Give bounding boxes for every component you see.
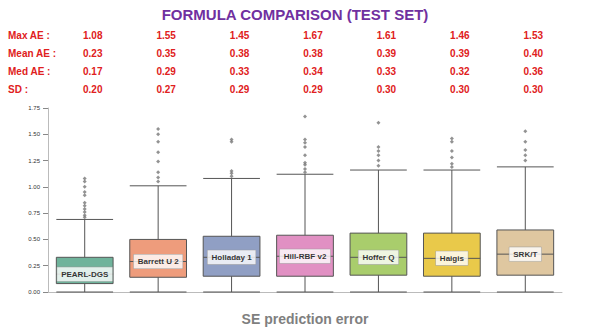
- svg-text:0.38: 0.38: [230, 48, 250, 59]
- svg-text:0.40: 0.40: [524, 48, 544, 59]
- svg-text:SD :: SD :: [8, 84, 28, 95]
- svg-text:Mean AE :: Mean AE :: [8, 48, 56, 59]
- svg-text:0.34: 0.34: [303, 66, 323, 77]
- svg-text:0.25: 0.25: [28, 263, 40, 269]
- svg-text:1.53: 1.53: [524, 30, 544, 41]
- svg-text:0.50: 0.50: [28, 236, 40, 242]
- svg-text:0.17: 0.17: [83, 66, 103, 77]
- svg-text:FORMULA COMPARISON (TEST SET): FORMULA COMPARISON (TEST SET): [162, 6, 429, 23]
- svg-text:0.32: 0.32: [450, 66, 470, 77]
- svg-text:0.35: 0.35: [156, 48, 176, 59]
- svg-text:Med AE :: Med AE :: [8, 66, 50, 77]
- svg-text:1.45: 1.45: [230, 30, 250, 41]
- svg-text:1.00: 1.00: [28, 184, 40, 190]
- svg-text:0.27: 0.27: [156, 84, 176, 95]
- svg-text:0.00: 0.00: [28, 289, 40, 295]
- svg-text:Haigis: Haigis: [440, 254, 465, 263]
- svg-text:Hill-RBF v2: Hill-RBF v2: [284, 252, 327, 261]
- svg-text:Max AE :: Max AE :: [8, 30, 50, 41]
- svg-text:1.50: 1.50: [28, 131, 40, 137]
- svg-text:Barrett U 2: Barrett U 2: [138, 257, 179, 266]
- svg-text:0.38: 0.38: [303, 48, 323, 59]
- svg-text:Hoffer Q: Hoffer Q: [362, 253, 394, 262]
- svg-text:1.08: 1.08: [83, 30, 103, 41]
- svg-text:0.29: 0.29: [303, 84, 323, 95]
- svg-text:0.20: 0.20: [83, 84, 103, 95]
- svg-text:0.30: 0.30: [450, 84, 470, 95]
- svg-text:0.29: 0.29: [156, 66, 176, 77]
- svg-text:0.33: 0.33: [377, 66, 397, 77]
- svg-text:0.23: 0.23: [83, 48, 103, 59]
- svg-text:1.75: 1.75: [28, 105, 40, 111]
- svg-text:0.30: 0.30: [377, 84, 397, 95]
- svg-text:0.36: 0.36: [524, 66, 544, 77]
- svg-text:1.61: 1.61: [377, 30, 397, 41]
- svg-text:0.39: 0.39: [450, 48, 470, 59]
- svg-text:SE prediction error: SE prediction error: [242, 311, 369, 327]
- svg-text:PEARL-DGS: PEARL-DGS: [61, 270, 109, 279]
- svg-text:0.39: 0.39: [377, 48, 397, 59]
- svg-text:1.25: 1.25: [28, 158, 40, 164]
- svg-text:SRK/T: SRK/T: [513, 250, 537, 259]
- svg-text:0.29: 0.29: [230, 84, 250, 95]
- svg-text:1.46: 1.46: [450, 30, 470, 41]
- svg-text:1.55: 1.55: [156, 30, 176, 41]
- svg-text:0.75: 0.75: [28, 210, 40, 216]
- svg-text:0.30: 0.30: [524, 84, 544, 95]
- svg-text:0.33: 0.33: [230, 66, 250, 77]
- svg-text:1.67: 1.67: [303, 30, 323, 41]
- svg-text:Holladay 1: Holladay 1: [212, 253, 253, 262]
